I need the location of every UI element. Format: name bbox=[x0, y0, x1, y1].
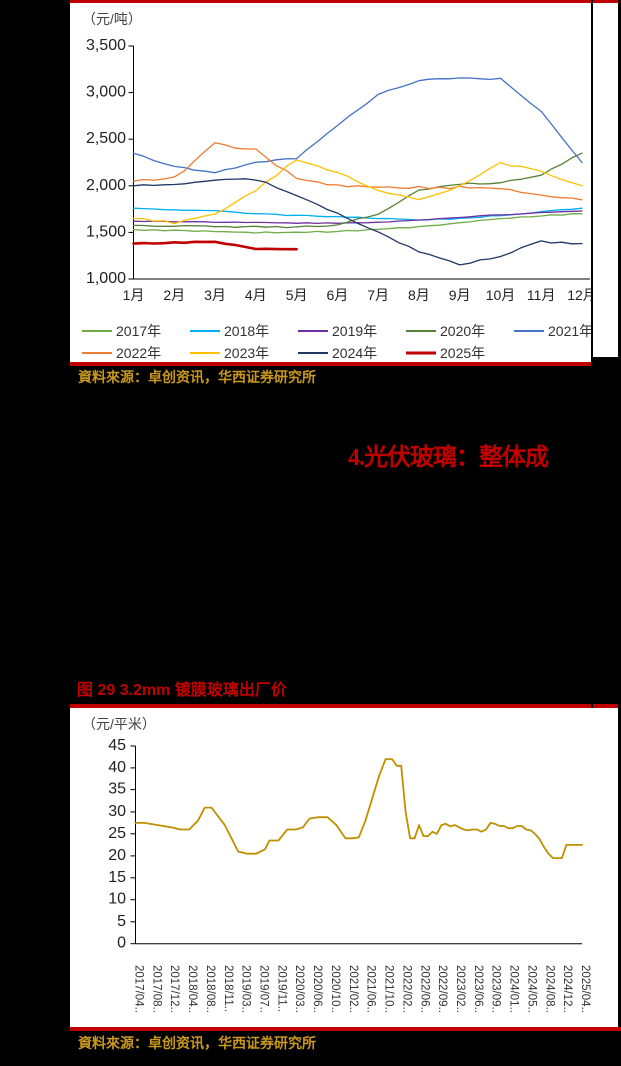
svg-text:15: 15 bbox=[108, 869, 126, 886]
svg-text:5月: 5月 bbox=[286, 287, 308, 303]
svg-text:2025年: 2025年 bbox=[440, 345, 485, 361]
svg-text:2019/11..: 2019/11.. bbox=[275, 965, 287, 1012]
svg-text:45: 45 bbox=[108, 737, 126, 754]
svg-text:2,500: 2,500 bbox=[86, 130, 126, 147]
svg-text:2020/03..: 2020/03.. bbox=[293, 965, 305, 1013]
svg-text:2022/06..: 2022/06.. bbox=[418, 965, 430, 1013]
svg-text:2017/04..: 2017/04.. bbox=[133, 965, 145, 1013]
svg-text:2022/09..: 2022/09.. bbox=[436, 965, 448, 1013]
svg-text:3,000: 3,000 bbox=[86, 84, 126, 101]
svg-text:2024/01..: 2024/01.. bbox=[508, 965, 520, 1013]
svg-text:11月: 11月 bbox=[527, 287, 556, 303]
svg-text:2021/10..: 2021/10.. bbox=[383, 965, 395, 1013]
svg-text:2021年: 2021年 bbox=[548, 323, 593, 339]
svg-text:4月: 4月 bbox=[245, 287, 267, 303]
svg-text:7月: 7月 bbox=[367, 287, 389, 303]
svg-text:2022/02..: 2022/02.. bbox=[400, 965, 412, 1013]
svg-text:2017/08..: 2017/08.. bbox=[150, 965, 162, 1013]
svg-text:1月: 1月 bbox=[123, 287, 145, 303]
svg-text:2021/06..: 2021/06.. bbox=[365, 965, 377, 1013]
svg-text:2019年: 2019年 bbox=[332, 323, 377, 339]
svg-text:2018年: 2018年 bbox=[224, 323, 269, 339]
svg-text:2020/10..: 2020/10.. bbox=[329, 965, 341, 1013]
svg-text:3月: 3月 bbox=[204, 287, 226, 303]
svg-text:2019/07..: 2019/07.. bbox=[258, 965, 270, 1013]
svg-text:2024/12..: 2024/12.. bbox=[561, 965, 573, 1013]
svg-text:2023/02..: 2023/02.. bbox=[454, 965, 466, 1013]
svg-text:1,000: 1,000 bbox=[86, 270, 126, 287]
svg-text:10月: 10月 bbox=[486, 287, 516, 303]
svg-text:2月: 2月 bbox=[163, 287, 185, 303]
svg-text:2017/12..: 2017/12.. bbox=[168, 965, 180, 1013]
svg-text:8月: 8月 bbox=[408, 287, 430, 303]
svg-text:2017年: 2017年 bbox=[116, 323, 161, 339]
svg-text:2018/04..: 2018/04.. bbox=[186, 965, 198, 1013]
svg-text:2022年: 2022年 bbox=[116, 345, 161, 361]
svg-text:2025/04..: 2025/04.. bbox=[579, 965, 591, 1013]
svg-text:2023年: 2023年 bbox=[224, 345, 269, 361]
svg-text:2,000: 2,000 bbox=[86, 177, 126, 194]
svg-text:40: 40 bbox=[108, 759, 126, 776]
svg-text:2021/02..: 2021/02.. bbox=[347, 965, 359, 1013]
svg-text:2019/03..: 2019/03.. bbox=[240, 965, 252, 1013]
svg-text:2018/08..: 2018/08.. bbox=[204, 965, 216, 1013]
svg-text:25: 25 bbox=[108, 825, 126, 842]
svg-text:10: 10 bbox=[108, 891, 126, 908]
svg-text:30: 30 bbox=[108, 803, 126, 820]
svg-text:2020年: 2020年 bbox=[440, 323, 485, 339]
svg-text:9月: 9月 bbox=[449, 287, 471, 303]
svg-text:2024年: 2024年 bbox=[332, 345, 377, 361]
svg-text:2024/05..: 2024/05.. bbox=[525, 965, 537, 1013]
svg-text:2020/06..: 2020/06.. bbox=[311, 965, 323, 1013]
svg-text:5: 5 bbox=[117, 913, 126, 930]
svg-text:2023/06..: 2023/06.. bbox=[472, 965, 484, 1013]
svg-text:2024/08..: 2024/08.. bbox=[543, 965, 555, 1013]
svg-text:3,500: 3,500 bbox=[86, 37, 126, 54]
svg-text:2018/11..: 2018/11.. bbox=[222, 965, 234, 1012]
svg-text:2023/09..: 2023/09.. bbox=[490, 965, 502, 1013]
svg-text:20: 20 bbox=[108, 847, 126, 864]
svg-text:6月: 6月 bbox=[327, 287, 349, 303]
svg-text:35: 35 bbox=[108, 781, 126, 798]
svg-text:1,500: 1,500 bbox=[86, 223, 126, 240]
